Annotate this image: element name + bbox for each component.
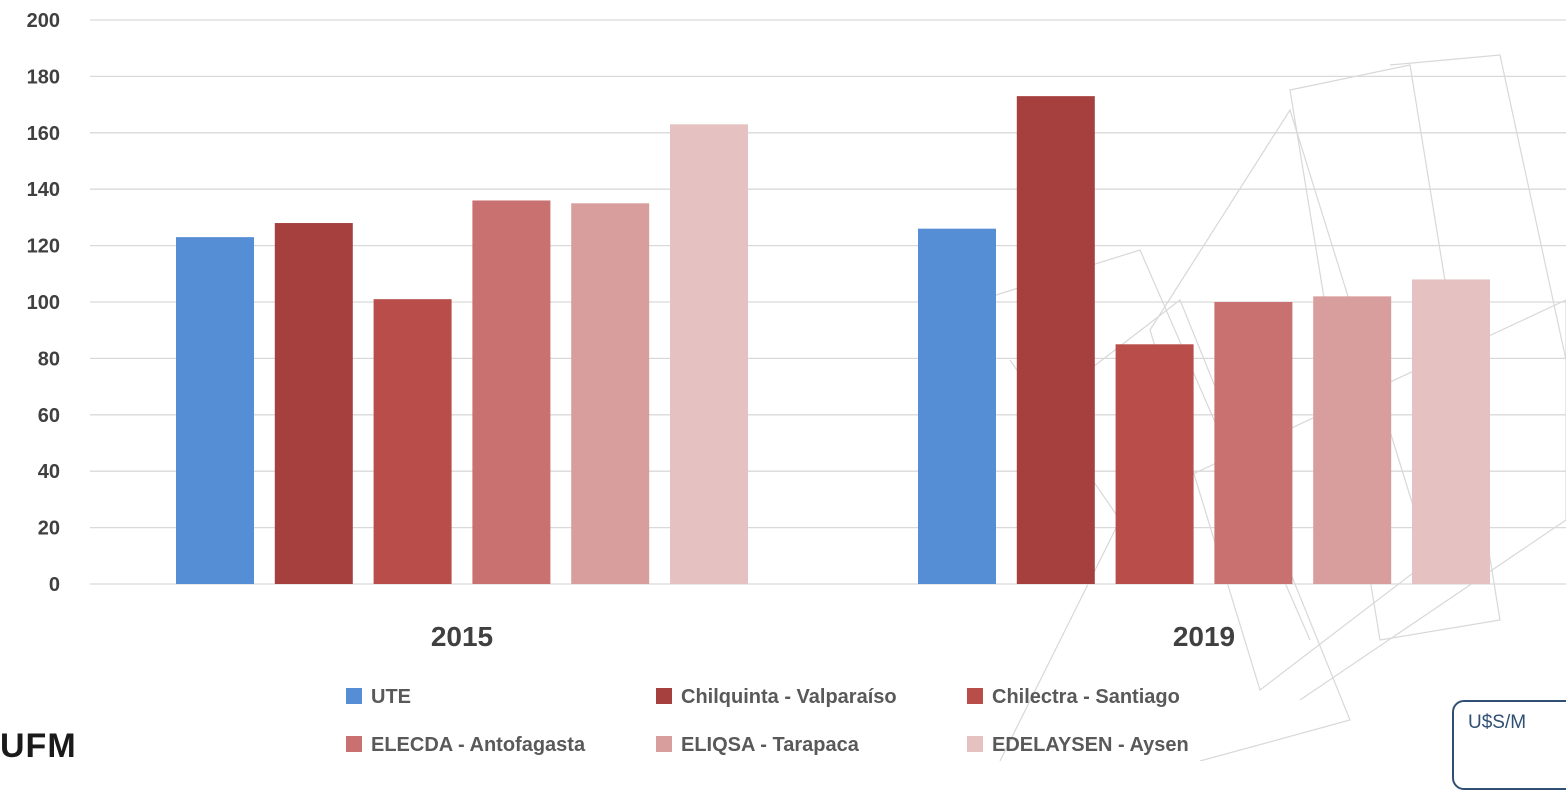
- y-tick-label: 40: [38, 461, 60, 483]
- y-tick-label: 140: [27, 179, 60, 201]
- legend-label: UTE: [371, 686, 411, 708]
- y-tick-label: 0: [49, 574, 60, 596]
- legend-label: EDELAYSEN - Aysen: [992, 734, 1189, 756]
- y-tick-label: 160: [27, 123, 60, 145]
- legend-swatch: [656, 688, 672, 704]
- legend-label: Chilectra - Santiago: [992, 686, 1180, 708]
- bar: [176, 237, 254, 584]
- x-axis-categories: 2015 2019: [431, 621, 1235, 652]
- bar: [472, 200, 551, 585]
- bar: [1412, 279, 1490, 584]
- bar: [274, 223, 353, 585]
- legend-swatch: [967, 736, 983, 752]
- legend-swatch: [346, 688, 362, 704]
- ufm-logo: UFM: [0, 732, 77, 761]
- legend-label: ELECDA - Antofagasta: [371, 734, 586, 756]
- y-axis-ticks: 0 20 40 60 80 100 120 140 160 180 200: [27, 10, 60, 596]
- x-category-label: 2015: [431, 621, 493, 652]
- bar: [1016, 96, 1095, 584]
- bar: [1115, 344, 1194, 584]
- legend-swatch: [967, 688, 983, 704]
- unit-box-text: U$S/M: [1468, 712, 1527, 733]
- bar: [918, 228, 996, 584]
- legend-swatch: [346, 736, 362, 752]
- y-tick-label: 200: [27, 10, 60, 32]
- legend-label: Chilquinta - Valparaíso: [681, 686, 897, 708]
- y-tick-label: 120: [27, 236, 60, 258]
- y-tick-label: 60: [38, 405, 60, 427]
- bar: [373, 299, 452, 584]
- watermark-line: [1389, 54, 1566, 361]
- bar: [670, 124, 748, 584]
- bar-chart: 0 20 40 60 80 100 120 140 160 180 200 2015 2019 UTE…: [27, 10, 1566, 761]
- legend: UTE Chilquinta - Valparaíso Chilectra - Sa…: [346, 686, 1189, 756]
- y-tick-label: 80: [38, 348, 60, 370]
- y-tick-label: 180: [27, 66, 60, 88]
- y-tick-label: 20: [38, 518, 60, 540]
- x-category-label: 2019: [1173, 621, 1235, 652]
- bar: [1313, 296, 1392, 584]
- legend-label: ELIQSA - Tarapaca: [681, 734, 860, 756]
- legend-swatch: [656, 736, 672, 752]
- bar: [571, 203, 650, 585]
- y-tick-label: 100: [27, 292, 60, 314]
- bar: [1214, 302, 1293, 584]
- bars: [176, 96, 1490, 585]
- unit-box: U$S/M: [1452, 700, 1566, 790]
